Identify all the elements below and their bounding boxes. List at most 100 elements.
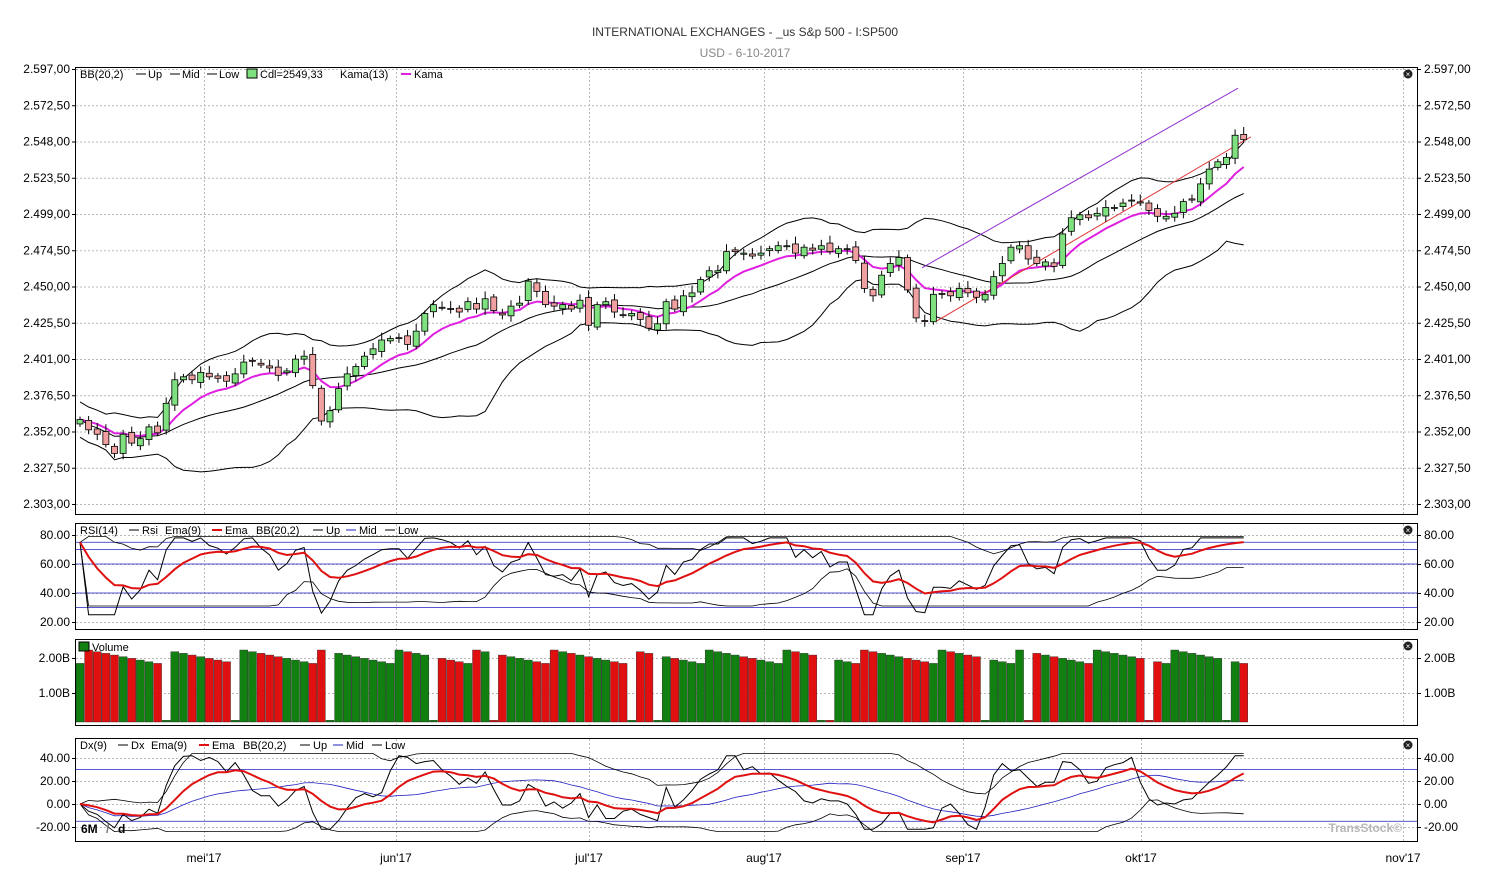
candle-body	[1188, 198, 1196, 201]
period-interval[interactable]: d	[118, 822, 125, 836]
volume-bar	[334, 653, 343, 723]
volume-close-button[interactable]: ×	[1403, 641, 1413, 652]
dx-panel	[75, 738, 1418, 842]
legend-mid: Mid	[182, 69, 200, 81]
bb-lower-line	[79, 240, 1244, 473]
volume-bar	[256, 653, 266, 723]
volume-bar	[213, 659, 223, 723]
volume-bar	[291, 659, 300, 723]
volume-bar	[1239, 663, 1248, 723]
rsi-close-button[interactable]: ×	[1403, 525, 1413, 536]
price-tick-left: 2.548,00	[23, 135, 70, 149]
price-tick-right: 2.548,00	[1424, 135, 1471, 149]
candle-body	[895, 257, 903, 266]
candle-body	[361, 355, 368, 367]
candle-body	[1214, 161, 1222, 168]
volume-bar	[187, 654, 197, 723]
candle-body	[869, 288, 877, 297]
x-tick-label: okt'17	[1125, 851, 1157, 865]
legend-up: Up	[148, 69, 162, 81]
volume-bar	[101, 653, 111, 723]
candle-body	[119, 433, 127, 454]
rsi-panel	[75, 523, 1418, 630]
rsi-tick-right: 20.00	[1424, 615, 1454, 629]
volume-bar	[1101, 651, 1110, 723]
legend-ema9: Ema(9)	[165, 525, 201, 537]
legend-kama: Kama	[414, 69, 444, 81]
volume-bar	[868, 651, 878, 723]
volume-bar	[110, 654, 119, 723]
candle-body	[395, 337, 403, 340]
price-tick-left: 2.523,50	[23, 171, 70, 185]
volume-bar	[972, 656, 981, 723]
candle-body	[205, 372, 213, 378]
candle-body	[550, 302, 558, 307]
volume-bar	[429, 720, 438, 723]
period-range[interactable]: 6M	[81, 822, 98, 836]
volume-bar	[661, 656, 671, 723]
candle-body	[154, 425, 161, 434]
volume-bar	[886, 654, 895, 723]
volume-bar	[1058, 658, 1067, 723]
volume-bar	[627, 720, 636, 723]
volume-bar	[610, 661, 619, 723]
price-close-button[interactable]: ×	[1403, 69, 1413, 80]
volume-bar	[1032, 653, 1042, 723]
volume-bar	[386, 663, 395, 723]
candle-body	[1076, 214, 1084, 220]
volume-bar	[817, 720, 826, 723]
candle-body	[886, 263, 894, 273]
volume-bar	[963, 654, 973, 723]
candle-body	[1179, 201, 1187, 213]
candle-body	[180, 376, 187, 381]
price-tick-right: 2.499,00	[1424, 207, 1471, 221]
price-tick-right: 2.572,50	[1424, 98, 1471, 112]
volume-bar	[403, 651, 412, 723]
x-tick-label: jul'17	[574, 851, 603, 865]
candle-body	[1033, 256, 1041, 264]
candle-body	[248, 359, 256, 362]
period-selector[interactable]: 6M / d	[81, 822, 125, 836]
volume-bar	[713, 651, 723, 723]
volume-bar	[1110, 653, 1119, 723]
volume-bar	[377, 661, 386, 723]
dx-tick-left: -20.00	[36, 820, 70, 834]
price-tick-left: 2.376,50	[23, 388, 70, 402]
volume-bar	[127, 658, 136, 723]
rsi-tick-right: 80.00	[1424, 528, 1454, 542]
dx-close-button[interactable]: ×	[1403, 740, 1413, 751]
candle-body	[102, 431, 110, 445]
candle-body	[912, 287, 920, 319]
volume-bar	[549, 649, 559, 723]
volume-bar	[1222, 720, 1231, 723]
volume-bar	[739, 656, 748, 723]
candle-body	[1093, 212, 1101, 217]
candle-body	[1059, 233, 1067, 266]
volume-bar	[791, 651, 800, 723]
price-tick-left: 2.327,50	[23, 461, 70, 475]
kama-line	[79, 166, 1245, 438]
volume-bar	[161, 720, 171, 723]
price-tick-left: 2.401,00	[23, 352, 70, 366]
candle-body	[317, 387, 325, 422]
candle-body	[1007, 246, 1015, 262]
candle-body	[1162, 215, 1170, 220]
volume-bar	[524, 659, 533, 723]
dx-series	[76, 753, 1417, 833]
volume-bar	[1084, 663, 1093, 723]
candle-body	[498, 312, 506, 316]
candle-body	[1154, 208, 1161, 217]
candle-body	[766, 248, 773, 251]
candle-body	[740, 252, 748, 255]
price-tick-right: 2.376,50	[1424, 388, 1471, 402]
candle-body	[671, 299, 679, 310]
candle-body	[757, 252, 765, 256]
volume-bar	[75, 663, 85, 723]
candle-body	[274, 366, 282, 376]
volume-bar	[1153, 661, 1162, 723]
bb-upper-line	[79, 141, 1245, 419]
candle-body	[774, 245, 782, 251]
candle-body	[309, 354, 317, 387]
legend-low: Low	[219, 69, 239, 81]
